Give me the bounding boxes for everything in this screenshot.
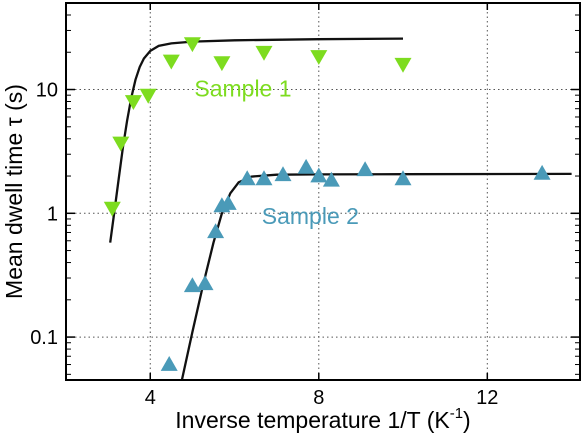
fit-curve-series-2 [180, 172, 572, 381]
data-point-series-1 [162, 54, 180, 70]
data-point-series-2 [255, 170, 273, 186]
x-tick-label: 12 [476, 387, 498, 409]
series-label-1: Sample 1 [194, 75, 291, 101]
x-axis-label-main: Inverse temperature 1/T (K [175, 407, 450, 433]
axis-ticks [66, 3, 580, 380]
data-point-series-1 [183, 37, 201, 53]
fit-curve-series-1 [109, 37, 404, 243]
data-point-series-2 [274, 166, 292, 182]
data-point-series-2 [310, 167, 328, 183]
data-point-series-1 [124, 95, 142, 110]
data-point-series-1 [112, 136, 130, 152]
data-point-series-1 [394, 57, 412, 73]
data-point-series-2 [356, 161, 374, 177]
y-tick-label: 10 [36, 80, 58, 102]
data-point-series-2 [533, 164, 551, 180]
series-annotations: Sample 1 Sample 2 [194, 75, 359, 229]
data-point-series-1 [255, 45, 273, 61]
data-point-series-2 [207, 223, 225, 239]
data-point-series-2 [394, 170, 412, 186]
data-point-series-1 [139, 88, 157, 104]
data-point-series-2 [322, 171, 340, 187]
data-point-series-2 [183, 277, 201, 293]
data-point-series-1 [103, 201, 121, 217]
x-axis-label-sup: -1 [450, 405, 463, 422]
data-markers [103, 37, 551, 371]
x-axis-label: Inverse temperature 1/T (K-1) [175, 405, 470, 433]
data-point-series-2 [196, 275, 214, 291]
y-tick-label: 0.1 [30, 327, 58, 349]
tick-labels: 4 8 12 0.1 1 10 [30, 80, 498, 409]
data-point-series-2 [297, 158, 315, 174]
data-point-series-2 [238, 170, 256, 186]
data-point-series-1 [310, 50, 328, 65]
x-tick-label: 4 [145, 387, 156, 409]
plot-frame [65, 2, 581, 381]
data-point-series-2 [160, 356, 178, 371]
x-tick-label: 8 [313, 387, 324, 409]
data-point-series-1 [213, 56, 231, 72]
data-point-series-2 [219, 195, 237, 210]
series-label-2: Sample 2 [262, 203, 359, 229]
y-tick-label: 1 [47, 203, 58, 225]
y-axis-label: Mean dwell time τ (s) [1, 84, 27, 299]
x-axis-label-end: ) [463, 407, 471, 433]
